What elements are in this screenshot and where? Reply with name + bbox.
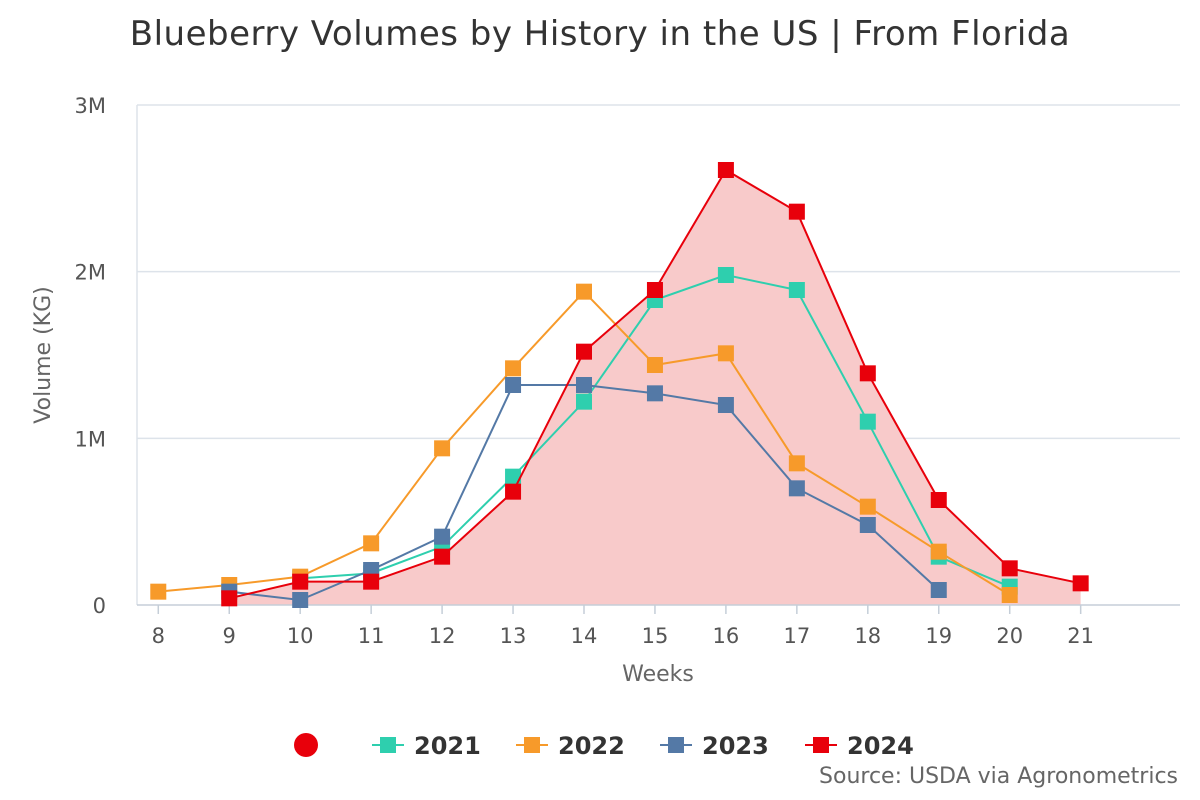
series-2023-point[interactable] — [788, 480, 805, 497]
series-2024-point[interactable] — [646, 282, 663, 298]
series-2022-point[interactable] — [930, 543, 947, 560]
x-tick-label: 20 — [996, 624, 1023, 648]
series-2024-point[interactable] — [859, 365, 876, 382]
series-2022-point[interactable] — [717, 345, 734, 362]
legend-label: 2022 — [558, 732, 625, 760]
series-2022-point[interactable] — [859, 498, 876, 515]
x-tick-label: 13 — [500, 624, 527, 648]
series-2023-point[interactable] — [576, 377, 592, 393]
legend-marker — [813, 737, 829, 753]
x-tick-label: 14 — [571, 624, 598, 648]
legend-marker — [380, 737, 396, 753]
x-tick-label: 9 — [223, 624, 236, 648]
series-2024-point[interactable] — [292, 573, 309, 590]
series-2023-point[interactable] — [292, 592, 309, 608]
series-2024-point[interactable] — [717, 162, 734, 178]
x-axis-title: Weeks — [622, 662, 694, 687]
x-tick-label: 11 — [358, 624, 385, 648]
legend-marker — [668, 737, 684, 753]
x-tick-label: 12 — [429, 624, 456, 648]
series-2024 — [221, 162, 1089, 607]
series-2024-point[interactable] — [930, 492, 947, 508]
series-2023-point[interactable] — [434, 528, 451, 545]
series-2022-point[interactable] — [576, 283, 592, 300]
series-2021-point[interactable] — [505, 468, 522, 485]
series-2022-point[interactable] — [1001, 587, 1018, 603]
grid-layer — [136, 104, 1180, 605]
series-2024-point[interactable] — [505, 483, 522, 500]
source-note: Source: USDA via Agronometrics — [819, 764, 1178, 789]
legend-item-2021[interactable]: 2021 — [372, 732, 481, 760]
x-tick-label: 17 — [783, 624, 810, 648]
legend-extra-marker[interactable] — [294, 733, 318, 757]
series-2022-point[interactable] — [505, 360, 522, 377]
series-2024-point[interactable] — [788, 203, 805, 220]
legend[interactable]: 2021 2022 2023 2024 — [294, 732, 914, 760]
legend-marker — [524, 737, 540, 753]
x-tick-label: 10 — [287, 624, 314, 648]
x-tick-label: 15 — [642, 624, 669, 648]
series-2024-point[interactable] — [221, 590, 238, 607]
chart-title: Blueberry Volumes by History in the US |… — [129, 14, 1071, 54]
series-2022-point[interactable] — [363, 535, 380, 552]
series-2024-point[interactable] — [434, 548, 451, 565]
x-tick-label: 19 — [925, 624, 952, 648]
y-tick-label: 1M — [75, 427, 106, 451]
series-2023-point[interactable] — [859, 517, 876, 533]
legend-item-2024[interactable]: 2024 — [805, 732, 914, 760]
x-tick-label: 18 — [854, 624, 881, 648]
legend-label: 2021 — [414, 732, 481, 760]
series-2023-point[interactable] — [930, 582, 947, 598]
series-2023-point[interactable] — [646, 385, 663, 402]
legend-item-2022[interactable]: 2022 — [516, 732, 625, 760]
series-2021-point[interactable] — [576, 393, 592, 410]
axis-layer: 0 1M 2M 3M 8 9 10 11 12 13 14 15 16 17 18 19 20 21 Weeks Vo… — [31, 94, 1180, 687]
y-tick-label: 3M — [75, 94, 106, 118]
y-tick-label: 0 — [93, 594, 106, 618]
series-2021-point[interactable] — [788, 282, 805, 298]
series-2023-point[interactable] — [505, 377, 522, 393]
series-2024-point[interactable] — [1001, 560, 1018, 577]
series-2022-point[interactable] — [646, 357, 663, 373]
series-2022-point[interactable] — [150, 583, 167, 600]
x-tick-label: 16 — [713, 624, 740, 648]
legend-label: 2023 — [702, 732, 769, 760]
series-layer — [150, 162, 1089, 608]
y-axis-title: Volume (KG) — [31, 286, 56, 423]
series-2021-point[interactable] — [859, 413, 876, 430]
legend-item-2023[interactable]: 2023 — [660, 732, 769, 760]
legend-label: 2024 — [847, 732, 914, 760]
series-2024-point[interactable] — [1072, 575, 1089, 592]
x-tick-label: 8 — [152, 624, 165, 648]
series-2022-point[interactable] — [788, 455, 805, 472]
x-tick-label: 21 — [1067, 624, 1094, 648]
y-tick-label: 2M — [75, 261, 106, 285]
series-2024-point[interactable] — [363, 573, 380, 590]
series-2021-point[interactable] — [717, 267, 734, 283]
series-2022-point[interactable] — [434, 440, 451, 457]
series-2023-point[interactable] — [717, 397, 734, 413]
series-2024-point[interactable] — [576, 343, 592, 360]
